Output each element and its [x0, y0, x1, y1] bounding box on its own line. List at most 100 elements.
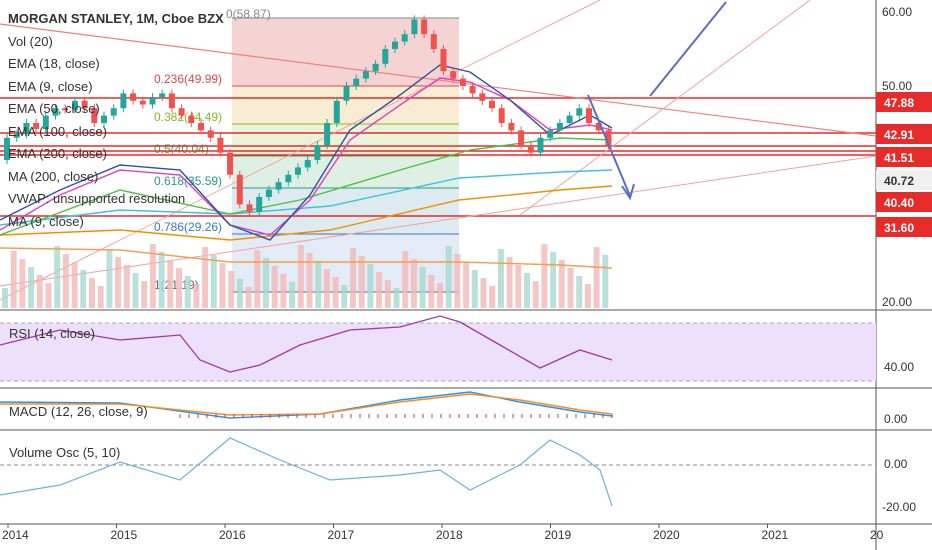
candle-body: [110, 108, 117, 116]
candle-body: [566, 115, 573, 123]
volume-bar: [297, 245, 304, 308]
price-label-text: 47.88: [884, 96, 914, 110]
candle-body: [13, 134, 20, 138]
volume-bar: [193, 284, 200, 308]
volume-bar: [167, 260, 174, 308]
legend-item-vwap[interactable]: VWAP: unsupported resolution: [8, 191, 186, 206]
volume-bar: [184, 276, 191, 308]
macd-tick-label: 0.00: [884, 412, 908, 426]
ma-line-orange: [0, 247, 613, 269]
price-label-bg: [876, 170, 932, 190]
volume-bar: [123, 265, 130, 308]
candle-body: [314, 145, 321, 160]
volume-bar: [89, 278, 95, 308]
volume-bar: [471, 270, 478, 308]
volume-osc-pane-label[interactable]: Volume Osc (5, 10): [9, 445, 121, 460]
x-tick-label: 2021: [762, 528, 789, 542]
volume-bar: [149, 244, 156, 308]
legend-item-vol[interactable]: Vol (20): [8, 33, 53, 49]
volume-bar: [410, 259, 417, 308]
volume-bar: [350, 248, 356, 308]
candle-body: [265, 189, 272, 197]
price-label-bg: [876, 124, 932, 144]
volume-bar: [515, 265, 522, 308]
volume-bar: [28, 267, 35, 308]
legend-item-ma200[interactable]: MA (200, close): [8, 168, 99, 184]
rsi-line: [0, 315, 613, 373]
volume-bar: [576, 276, 583, 308]
macd-pane-label[interactable]: MACD (12, 26, close, 9): [9, 404, 148, 419]
volosc-tick-label: 0.00: [884, 457, 908, 471]
volume-bar: [550, 252, 557, 308]
fib-label: 0.618(35.59): [154, 174, 222, 188]
volume-bar: [106, 249, 113, 308]
legend-item-ema100[interactable]: EMA (100, close): [8, 123, 107, 139]
candle-body: [304, 160, 311, 168]
rsi-band: [0, 323, 876, 381]
candle-body: [576, 108, 583, 116]
candle-body: [159, 93, 166, 98]
candle-body: [392, 41, 398, 49]
volume-bar: [245, 287, 252, 308]
x-tick-label: 2016: [219, 528, 246, 542]
volume-bar: [445, 246, 452, 308]
volume-bar: [532, 281, 539, 308]
candle-body: [33, 123, 40, 129]
volume-bar: [236, 279, 243, 308]
fib-zone-05-0618: [232, 156, 459, 188]
legend-item-ema9[interactable]: EMA (9, close): [8, 78, 93, 94]
volume-bar: [602, 255, 609, 308]
candle-body: [450, 71, 457, 79]
price-label-text: 40.40: [884, 196, 914, 210]
volosc-tick-label: -20.00: [882, 500, 916, 514]
volume-bar: [306, 253, 313, 308]
candle-body: [324, 123, 331, 146]
volume-bar: [463, 262, 470, 308]
candle-body: [605, 130, 612, 146]
price-label-bg: [876, 147, 932, 167]
volume-bar: [497, 249, 504, 308]
volume-bar: [210, 255, 217, 308]
candle-body: [547, 130, 554, 138]
legend-item-ema18[interactable]: EMA (18, close): [8, 56, 100, 71]
candle-body: [168, 93, 175, 109]
candle-body: [295, 167, 301, 175]
candle-body: [459, 78, 466, 86]
candle-body: [556, 123, 563, 131]
legend-item-ma9[interactable]: MA (9, close): [8, 213, 84, 229]
volume-bar: [454, 254, 461, 308]
candle-body: [139, 100, 146, 105]
rsi-pane-label[interactable]: RSI (14, close): [9, 326, 95, 341]
candle-body: [188, 115, 195, 123]
chart-legend: MORGAN STANLEY, 1M, Cboe BZX Vol (20) EM…: [8, 8, 224, 233]
candle-body: [120, 93, 127, 109]
candle-body: [285, 174, 292, 183]
x-tick-label: 2017: [328, 528, 355, 542]
candle-body: [430, 34, 437, 49]
ema-9-line: [0, 64, 613, 241]
volume-bar: [115, 257, 122, 308]
candle-body: [227, 152, 234, 175]
candle-body: [62, 108, 69, 111]
candle-body: [130, 93, 137, 101]
x-tick-label: 2020: [653, 528, 680, 542]
rsi-tick-label: 40.00: [884, 360, 914, 374]
volume-bar: [567, 268, 574, 308]
volume-bar: [80, 270, 87, 308]
ema-18-line: [0, 77, 613, 236]
legend-item-ema200[interactable]: EMA (200, close): [8, 146, 107, 161]
volume-bar: [132, 273, 139, 308]
fib-label: 0.382(44.49): [154, 110, 222, 124]
volume-bar: [176, 268, 182, 308]
volume-bar: [141, 281, 148, 308]
x-tick-label: 20: [870, 528, 884, 542]
volume-bar: [402, 251, 409, 308]
volume-bar: [489, 286, 496, 308]
candle-body: [81, 100, 88, 109]
volume-bar: [45, 283, 52, 308]
legend-item-ema50[interactable]: EMA (50, close): [8, 101, 100, 116]
ema-100-line: [0, 169, 613, 226]
candle-body: [527, 145, 534, 153]
candle-body: [256, 197, 263, 212]
